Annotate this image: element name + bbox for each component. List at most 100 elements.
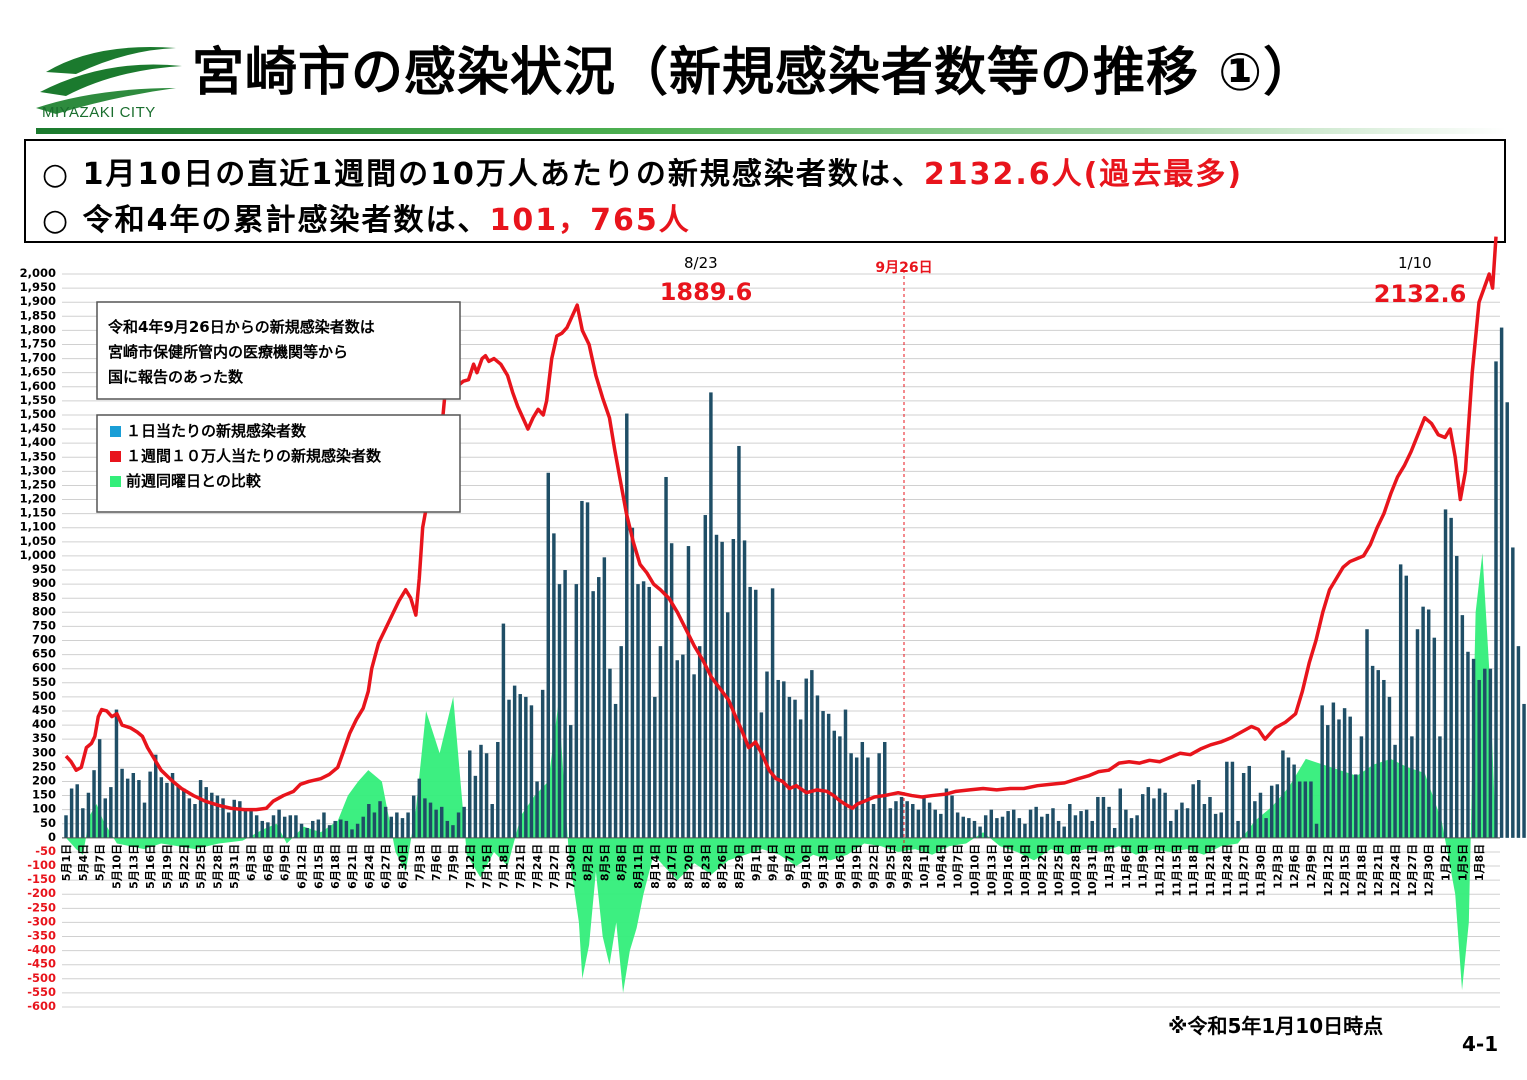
daily-bar bbox=[1028, 809, 1033, 838]
x-tick-label: 6月12日 bbox=[296, 844, 309, 889]
daily-bar bbox=[793, 699, 797, 838]
legend-swatch bbox=[110, 476, 121, 487]
daily-bar bbox=[501, 623, 506, 838]
daily-bar bbox=[1135, 815, 1139, 838]
y-tick-label: 1,150 bbox=[20, 506, 56, 520]
y-tick-label: 1,050 bbox=[20, 534, 56, 548]
daily-bar bbox=[423, 798, 427, 838]
daily-bar bbox=[967, 818, 971, 838]
x-tick-label: 8月14日 bbox=[649, 844, 662, 889]
daily-bar bbox=[574, 584, 579, 838]
x-tick-label: 11月30日 bbox=[1254, 844, 1267, 897]
daily-bar bbox=[1342, 708, 1347, 838]
x-tick-label: 7月9日 bbox=[447, 844, 460, 881]
y-tick-label: -150 bbox=[27, 872, 56, 886]
daily-bar bbox=[333, 820, 337, 838]
x-tick-label: 5月28日 bbox=[211, 844, 224, 889]
daily-bar bbox=[350, 829, 354, 838]
daily-bar bbox=[1483, 668, 1487, 838]
x-tick-label: 6月6日 bbox=[262, 844, 275, 881]
daily-bar bbox=[484, 753, 489, 838]
daily-bar bbox=[1477, 679, 1481, 838]
daily-bar bbox=[955, 812, 960, 838]
daily-bar bbox=[552, 533, 556, 838]
x-tick-label: 5月31日 bbox=[228, 844, 241, 889]
x-tick-label: 6月30日 bbox=[396, 844, 409, 889]
x-tick-label: 7月18日 bbox=[497, 844, 510, 889]
daily-bar bbox=[176, 785, 180, 838]
daily-bar bbox=[1157, 788, 1162, 838]
daily-bar bbox=[1393, 744, 1397, 838]
daily-bar bbox=[1034, 806, 1038, 838]
x-tick-label: 10月10日 bbox=[968, 844, 981, 897]
daily-bar bbox=[787, 696, 792, 838]
daily-bar bbox=[1219, 812, 1223, 838]
daily-bar bbox=[294, 815, 298, 838]
daily-bar bbox=[411, 795, 416, 838]
x-tick-label: 12月6日 bbox=[1288, 844, 1301, 889]
daily-bar bbox=[1140, 794, 1145, 838]
daily-bar bbox=[125, 778, 130, 838]
daily-bar bbox=[899, 796, 904, 838]
daily-bar bbox=[1382, 679, 1386, 838]
daily-bar bbox=[361, 816, 365, 838]
summary-line-1-text: ○ 1月10日の直近1週間の10万人あたりの新規感染者数は、 bbox=[42, 157, 924, 192]
daily-bar bbox=[86, 792, 91, 838]
x-tick-label: 9月4日 bbox=[767, 844, 780, 881]
daily-bar bbox=[1051, 808, 1055, 838]
x-tick-label: 11月12日 bbox=[1154, 844, 1167, 897]
x-tick-label: 9月25日 bbox=[884, 844, 897, 889]
y-tick-label: -550 bbox=[27, 985, 56, 999]
daily-bar bbox=[266, 822, 270, 838]
x-tick-label: 5月10日 bbox=[110, 844, 123, 889]
daily-bar bbox=[580, 500, 584, 838]
daily-bar bbox=[137, 780, 141, 838]
x-tick-label: 1月2日 bbox=[1440, 844, 1453, 881]
daily-bar bbox=[681, 654, 685, 838]
daily-bar bbox=[1180, 802, 1184, 838]
daily-bar bbox=[355, 823, 360, 838]
x-tick-label: 9月19日 bbox=[851, 844, 864, 889]
x-tick-label: 10月28日 bbox=[1069, 844, 1082, 897]
daily-bar bbox=[860, 741, 865, 838]
daily-bar bbox=[473, 775, 478, 838]
daily-bar bbox=[109, 787, 113, 838]
daily-bar bbox=[810, 670, 814, 838]
daily-bar bbox=[69, 788, 74, 838]
summary-line-1-value: 2132.6人(過去最多) bbox=[923, 157, 1244, 192]
x-tick-label: 7月6日 bbox=[430, 844, 443, 881]
y-tick-label: -600 bbox=[27, 999, 56, 1013]
daily-bar bbox=[1281, 750, 1285, 838]
x-tick-label: 5月16日 bbox=[144, 844, 157, 889]
x-tick-label: 12月9日 bbox=[1305, 844, 1318, 889]
daily-bar bbox=[602, 557, 607, 838]
daily-bar bbox=[395, 812, 399, 838]
daily-bar bbox=[1348, 716, 1352, 838]
x-tick-label: 6月9日 bbox=[279, 844, 292, 881]
daily-bar bbox=[232, 799, 236, 838]
daily-bar bbox=[1129, 818, 1134, 838]
daily-bar bbox=[254, 815, 259, 838]
x-tick-label: 6月27日 bbox=[380, 844, 393, 889]
daily-bar bbox=[165, 782, 169, 838]
daily-bar bbox=[978, 826, 982, 838]
x-tick-label: 7月21日 bbox=[514, 844, 527, 889]
x-tick-label: 12月24日 bbox=[1389, 844, 1402, 897]
daily-bar bbox=[754, 589, 758, 838]
daily-bar bbox=[344, 820, 349, 838]
summary-line-2-value: 101，765人 bbox=[489, 203, 691, 238]
daily-bar bbox=[1365, 629, 1369, 838]
daily-bar bbox=[944, 788, 949, 838]
x-tick-label: 9月7日 bbox=[783, 844, 796, 881]
x-tick-label: 12月15日 bbox=[1339, 844, 1352, 897]
y-tick-label: 600 bbox=[32, 661, 56, 675]
y-tick-label: 1,800 bbox=[20, 322, 56, 336]
summary-line-1: ○ 1月10日の直近1週間の10万人あたりの新規感染者数は、2132.6人(過去… bbox=[42, 149, 1243, 193]
daily-bar bbox=[327, 825, 332, 838]
daily-bar bbox=[1174, 809, 1179, 838]
daily-bar bbox=[759, 712, 764, 838]
daily-bar bbox=[1426, 609, 1431, 838]
x-tick-label: 10月16日 bbox=[1002, 844, 1015, 897]
x-tick-label: 11月27日 bbox=[1238, 844, 1251, 897]
daily-bar bbox=[226, 812, 231, 838]
